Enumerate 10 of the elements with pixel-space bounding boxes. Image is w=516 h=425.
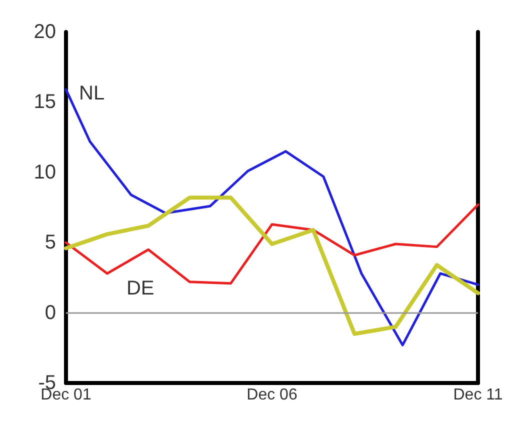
y-tick-label: 20 <box>34 21 56 43</box>
y-tick-label: 5 <box>44 232 56 254</box>
series-label: NL <box>79 82 105 105</box>
series-label: DE <box>126 278 154 300</box>
x-tick-label: Dec 11 <box>453 386 503 404</box>
y-tick-label: 15 <box>34 91 56 114</box>
y-tick-label: 0 <box>44 302 56 324</box>
x-tick-label: Dec 06 <box>246 386 298 404</box>
line-series <box>64 196 480 336</box>
y-tick-label: 10 <box>34 161 56 184</box>
